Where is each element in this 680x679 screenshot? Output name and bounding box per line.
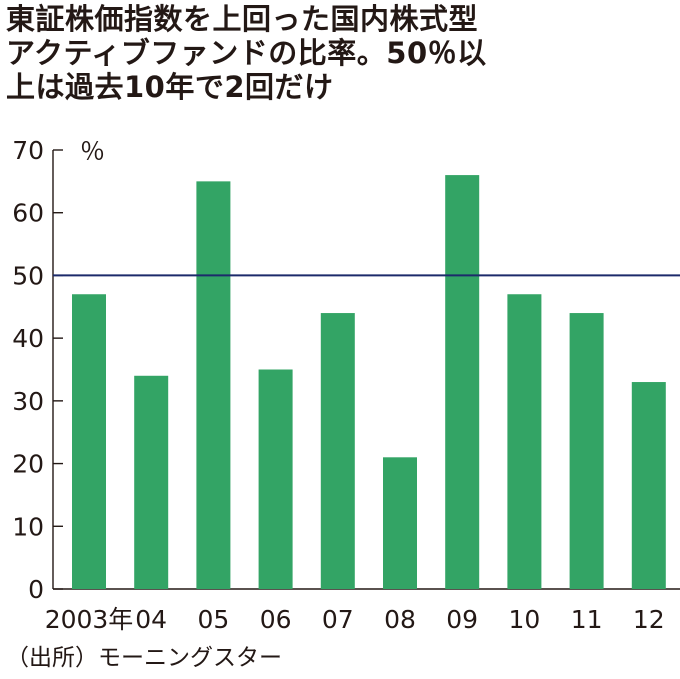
y-tick-label: 60 <box>12 199 44 228</box>
x-tick-label: 05 <box>197 605 229 634</box>
y-tick-label: 0 <box>28 575 44 604</box>
bar <box>631 382 666 589</box>
bar <box>320 313 355 589</box>
bar <box>383 457 417 589</box>
x-tick-label: 2003年 <box>45 605 134 634</box>
x-tick-label: 10 <box>508 605 540 634</box>
bar <box>134 375 169 589</box>
y-tick-label: 30 <box>12 387 44 416</box>
y-tick-label: 50 <box>12 261 44 290</box>
title-line-1: 東証株価指数を上回った国内株式型 <box>6 2 479 36</box>
y-tick-label: 70 <box>12 136 44 165</box>
bar <box>569 313 604 589</box>
x-tick-label: 06 <box>260 605 292 634</box>
title-line-2: アクティブファンドの比率。50％以 <box>6 36 487 70</box>
bar <box>445 175 480 590</box>
bar <box>72 294 106 589</box>
y-axis-unit-label: ％ <box>80 137 105 166</box>
x-tick-label: 09 <box>446 605 478 634</box>
x-tick-label: 11 <box>571 605 603 634</box>
x-tick-label: 04 <box>135 605 167 634</box>
chart-title: 東証株価指数を上回った国内株式型 アクティブファンドの比率。50％以 上は過去1… <box>6 2 674 104</box>
x-tick-label: 07 <box>322 605 354 634</box>
x-tick-label: 12 <box>633 605 665 634</box>
title-line-3: 上は過去10年で2回だけ <box>6 70 334 104</box>
x-tick-label: 08 <box>384 605 416 634</box>
y-tick-label: 10 <box>12 512 44 541</box>
y-tick-label: 20 <box>12 450 44 479</box>
bar <box>196 181 231 589</box>
source-note: （出所）モーニングスター <box>6 645 282 671</box>
bar <box>507 294 542 589</box>
bar <box>258 369 293 589</box>
y-tick-label: 40 <box>12 324 44 353</box>
